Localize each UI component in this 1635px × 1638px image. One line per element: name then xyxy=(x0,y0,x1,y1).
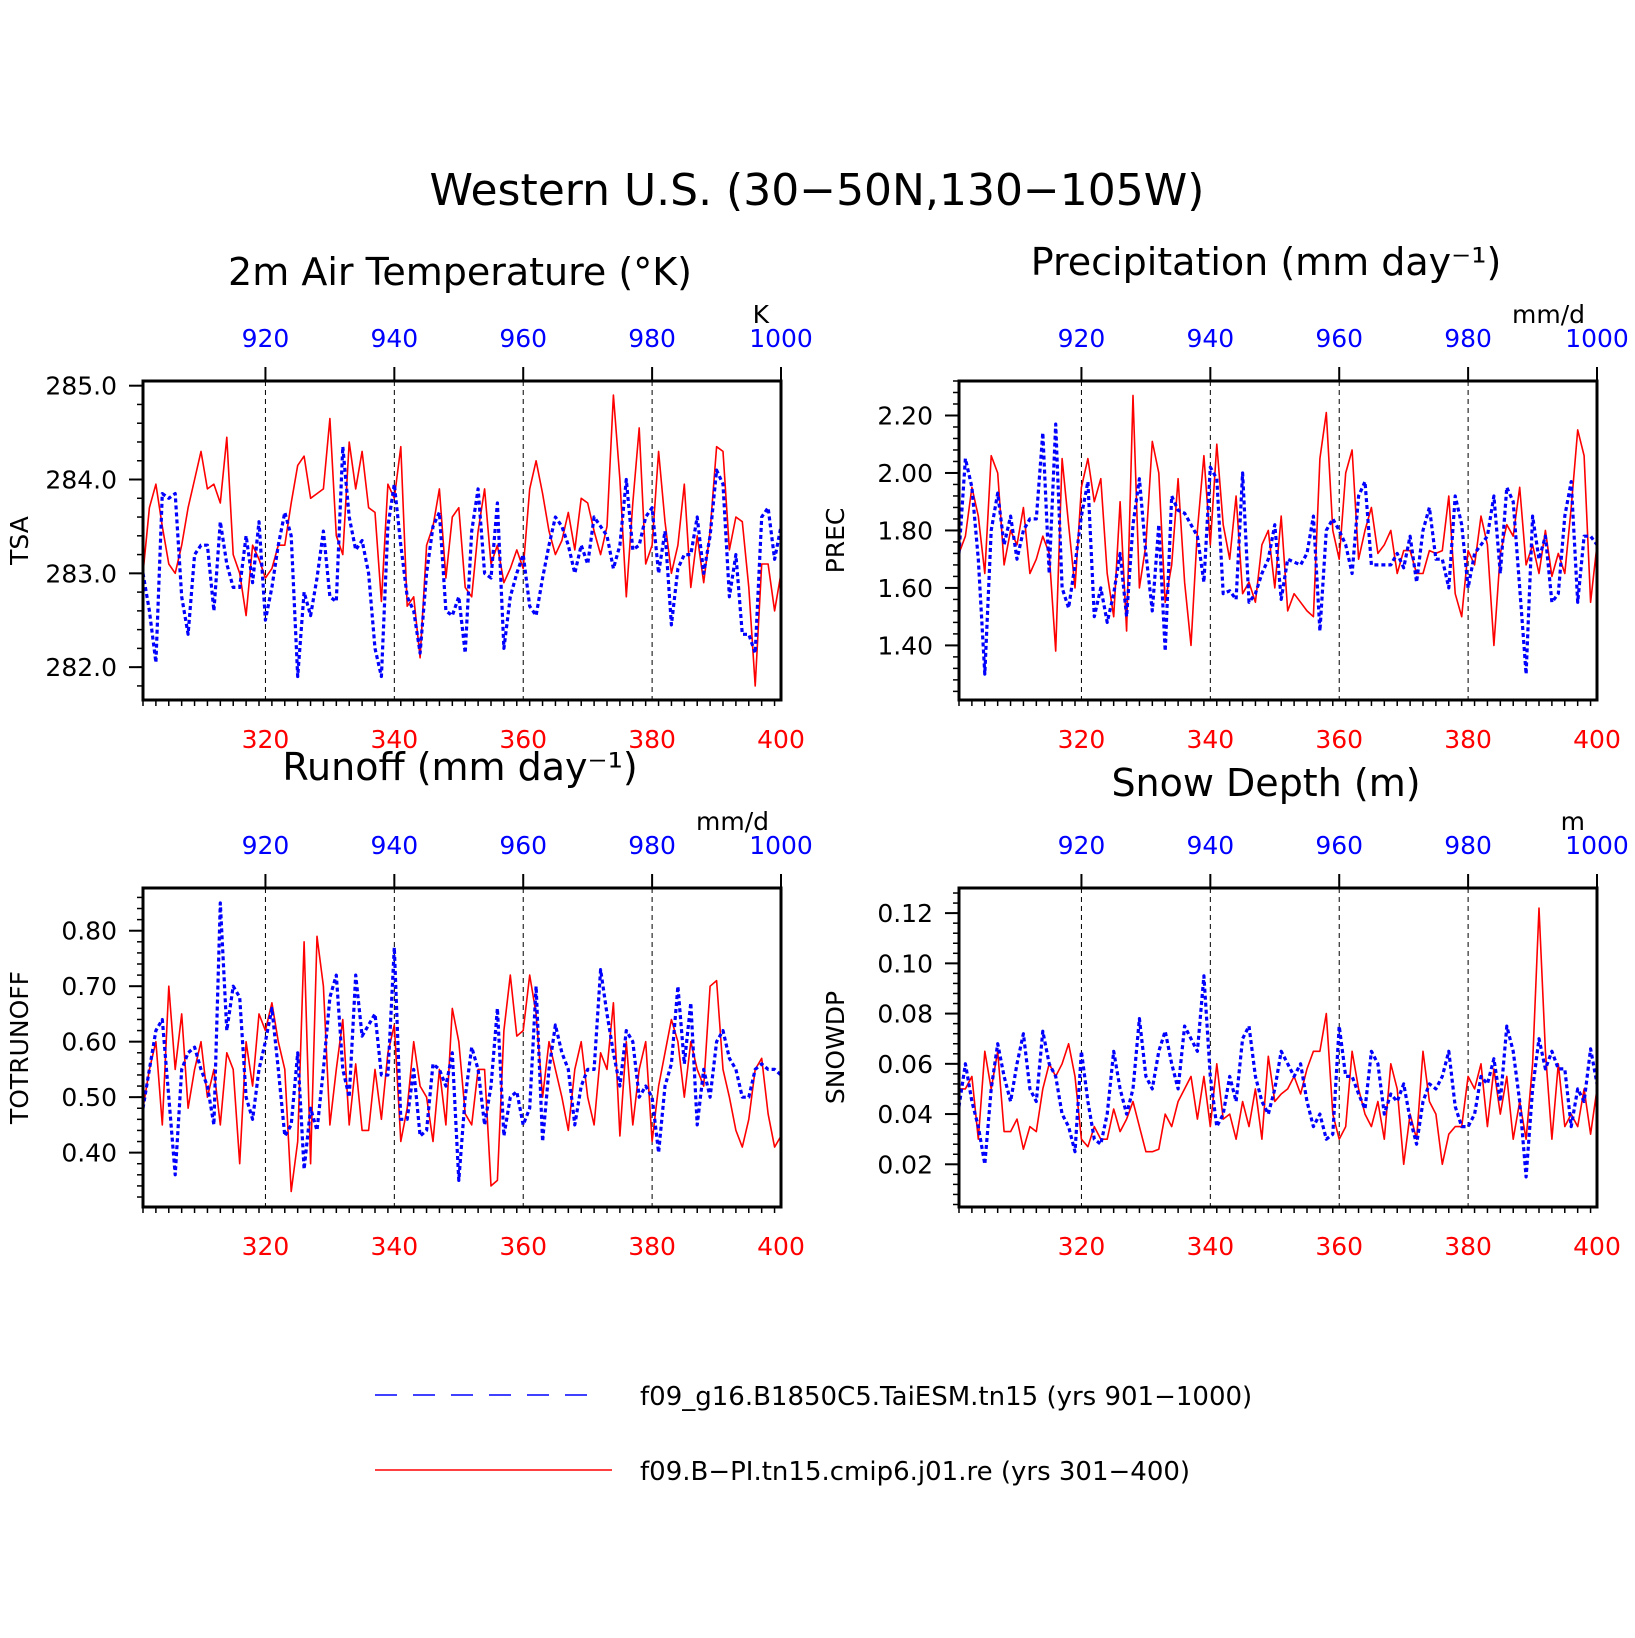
series-line-blue xyxy=(143,445,781,679)
y-tick-label: 2.00 xyxy=(877,459,933,488)
plot-frame xyxy=(141,379,783,702)
x-bottom-tick-label: 320 xyxy=(1058,725,1106,754)
x-bottom-tick-label: 380 xyxy=(1444,1232,1492,1261)
units-label: mm/d xyxy=(1512,300,1585,329)
x-top-tick-label: 1000 xyxy=(749,831,813,860)
y-tick-label: 285.0 xyxy=(45,372,117,401)
plot-frame xyxy=(957,886,1599,1209)
legend-label-blue: f09_g16.B1850C5.TaiESM.tn15 (yrs 901−100… xyxy=(640,1382,1252,1412)
x-bottom-tick-label: 340 xyxy=(370,725,418,754)
y-tick-label: 1.60 xyxy=(877,574,933,603)
chart-panel-4: Snow Depth (m) m SNOWDP 0.02 0.04 0.06 0.08 0.1… xyxy=(821,761,1629,1261)
x-bottom-tick-label: 360 xyxy=(1315,1232,1363,1261)
units-label: m xyxy=(1561,807,1585,836)
series-line-red xyxy=(959,907,1597,1166)
series-group xyxy=(143,901,781,1193)
y-tick-label: 0.06 xyxy=(877,1050,933,1079)
x-top-tick-label: 960 xyxy=(1315,324,1363,353)
y-axis-label: TOTRUNOFF xyxy=(5,971,34,1125)
x-top-tick-label: 960 xyxy=(1315,831,1363,860)
x-bottom-tick-label: 360 xyxy=(499,1232,547,1261)
x-bottom-tick-label: 320 xyxy=(242,725,290,754)
x-bottom-tick-label: 340 xyxy=(1186,725,1234,754)
x-bottom-tick-label: 400 xyxy=(1573,1232,1621,1261)
x-top-tick-label: 940 xyxy=(1186,831,1234,860)
x-top-tick-label: 980 xyxy=(1444,324,1492,353)
x-top-tick-label: 920 xyxy=(1058,831,1106,860)
x-bottom-tick-label: 340 xyxy=(370,1232,418,1261)
y-tick-label: 282.0 xyxy=(45,653,117,682)
x-top-tick-label: 980 xyxy=(628,324,676,353)
panel-title: Precipitation (mm day⁻¹) xyxy=(1031,240,1502,284)
x-top-tick-label: 940 xyxy=(1186,324,1234,353)
x-top-tick-label: 980 xyxy=(1444,831,1492,860)
x-bottom-tick-label: 380 xyxy=(628,1232,676,1261)
y-tick-label: 1.40 xyxy=(877,631,933,660)
y-tick-label: 0.40 xyxy=(61,1139,117,1168)
x-bottom-tick-label: 400 xyxy=(757,1232,805,1261)
x-top-tick-label: 1000 xyxy=(1565,324,1629,353)
panel-title: Runoff (mm day⁻¹) xyxy=(282,745,637,789)
y-axis-label: PREC xyxy=(821,508,850,574)
y-tick-label: 0.80 xyxy=(61,917,117,946)
series-line-blue xyxy=(143,901,781,1183)
chart-panel-2: Precipitation (mm day⁻¹) mm/d PREC 1.40 1.60… xyxy=(821,240,1629,754)
chart-panel-3: Runoff (mm day⁻¹) mm/d TOTRUNOFF 0.40 0.50 0.… xyxy=(5,745,813,1261)
y-tick-label: 0.04 xyxy=(877,1100,933,1129)
x-top-tick-label: 960 xyxy=(499,831,547,860)
series-group xyxy=(959,394,1597,676)
x-top-tick-label: 920 xyxy=(1058,324,1106,353)
chart-panel-1: 2m Air Temperature (°K) K TSA 282.0 283.0 284… xyxy=(5,250,813,754)
x-bottom-tick-label: 320 xyxy=(1058,1232,1106,1261)
x-top-tick-label: 920 xyxy=(242,831,290,860)
y-tick-label: 0.02 xyxy=(877,1150,933,1179)
y-tick-label: 0.60 xyxy=(61,1028,117,1057)
y-tick-label: 0.50 xyxy=(61,1083,117,1112)
y-tick-label: 2.20 xyxy=(877,401,933,430)
y-tick-label: 284.0 xyxy=(45,466,117,495)
y-tick-label: 283.0 xyxy=(45,559,117,588)
series-group xyxy=(959,907,1597,1179)
series-line-red xyxy=(143,394,781,687)
series-line-blue xyxy=(959,422,1597,676)
series-group xyxy=(143,394,781,687)
x-bottom-tick-label: 360 xyxy=(1315,725,1363,754)
x-bottom-tick-label: 360 xyxy=(499,725,547,754)
series-line-red xyxy=(959,394,1597,652)
legend: f09_g16.B1850C5.TaiESM.tn15 (yrs 901−100… xyxy=(375,1382,1252,1487)
x-bottom-tick-label: 340 xyxy=(1186,1232,1234,1261)
x-bottom-tick-label: 400 xyxy=(1573,725,1621,754)
y-axis-label: TSA xyxy=(5,516,34,566)
y-tick-label: 0.70 xyxy=(61,972,117,1001)
x-bottom-tick-label: 400 xyxy=(757,725,805,754)
series-line-blue xyxy=(959,974,1597,1179)
units-label: mm/d xyxy=(696,807,769,836)
figure-title: Western U.S. (30−50N,130−105W) xyxy=(430,165,1205,216)
y-tick-label: 0.08 xyxy=(877,1000,933,1029)
y-tick-label: 0.10 xyxy=(877,949,933,978)
x-top-tick-label: 1000 xyxy=(1565,831,1629,860)
panels: 2m Air Temperature (°K) K TSA 282.0 283.0 284… xyxy=(5,240,1629,1261)
x-top-tick-label: 980 xyxy=(628,831,676,860)
units-label: K xyxy=(753,300,770,329)
panel-title: Snow Depth (m) xyxy=(1111,761,1420,805)
panel-title: 2m Air Temperature (°K) xyxy=(228,250,692,294)
plot-frame xyxy=(141,886,783,1209)
y-tick-label: 1.80 xyxy=(877,516,933,545)
y-axis-label: SNOWDP xyxy=(821,991,850,1104)
x-top-tick-label: 940 xyxy=(370,324,418,353)
legend-label-red: f09.B−PI.tn15.cmip6.j01.re (yrs 301−400) xyxy=(640,1457,1190,1487)
x-top-tick-label: 940 xyxy=(370,831,418,860)
x-bottom-tick-label: 320 xyxy=(242,1232,290,1261)
x-bottom-tick-label: 380 xyxy=(1444,725,1492,754)
x-top-tick-label: 1000 xyxy=(749,324,813,353)
x-top-tick-label: 960 xyxy=(499,324,547,353)
y-tick-label: 0.12 xyxy=(877,899,933,928)
plot-frame xyxy=(957,379,1599,702)
x-top-tick-label: 920 xyxy=(242,324,290,353)
x-bottom-tick-label: 380 xyxy=(628,725,676,754)
